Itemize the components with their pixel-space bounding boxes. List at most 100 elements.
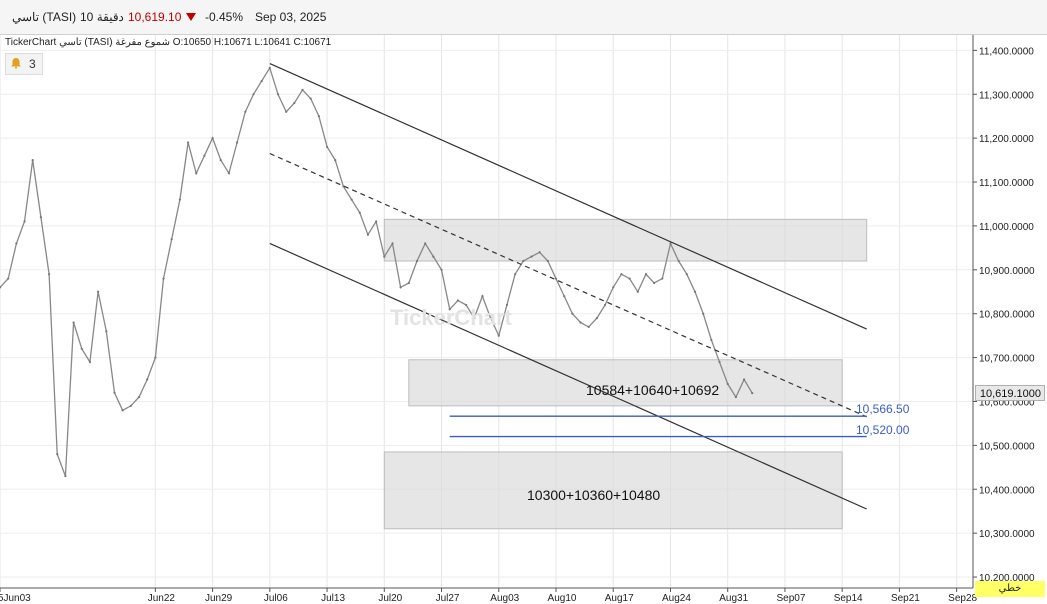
axes: 2025Jun03 Jun22 Jun29 Jul06 Jul13 Jul20 Jul27 A… xyxy=(0,35,1035,604)
zone-rect xyxy=(383,218,868,262)
zone-label-lower: 10300+10360+10480 xyxy=(527,487,661,503)
hline-label-10520: 10,520.00 xyxy=(856,423,910,437)
x-tick-label: Sep28 xyxy=(948,593,977,604)
chart-area[interactable]: 2025Jun03 Jun22 Jun29 Jul06 Jul13 Jul20 Jul27 A… xyxy=(0,35,1047,604)
price-point xyxy=(366,233,370,236)
price-point xyxy=(186,141,190,144)
y-tick-label: 11,300.0000 xyxy=(979,90,1034,101)
zones xyxy=(383,218,868,530)
price-point xyxy=(64,474,67,478)
price-point xyxy=(244,110,247,113)
last-price: 10,619.10 xyxy=(128,10,182,24)
price-point xyxy=(334,158,337,162)
trendlines[interactable] xyxy=(269,62,867,510)
horizontal-lines[interactable] xyxy=(449,415,867,438)
price-point xyxy=(31,158,34,162)
price-point xyxy=(236,141,239,144)
price-point xyxy=(644,273,648,276)
interval-label[interactable]: 10 دقيقة xyxy=(80,10,124,24)
price-point xyxy=(129,404,132,407)
price-point xyxy=(358,211,361,214)
price-point xyxy=(612,286,615,289)
price-point xyxy=(653,281,656,285)
x-tick-label: Aug03 xyxy=(490,593,519,604)
y-tick-label: 10,700.0000 xyxy=(979,354,1035,365)
price-point xyxy=(47,273,51,276)
price-point xyxy=(718,360,721,364)
price-point xyxy=(375,220,378,223)
price-point xyxy=(301,88,304,91)
price-point xyxy=(751,392,754,395)
price-point xyxy=(636,290,639,293)
y-tick-label: 11,000.0000 xyxy=(979,222,1034,233)
price-point xyxy=(677,259,680,263)
x-tick-label: Sep21 xyxy=(891,593,920,604)
price-point xyxy=(546,259,549,263)
x-tick-label: Jul06 xyxy=(264,593,288,604)
legend-open: O:10650 xyxy=(172,37,212,48)
price-point xyxy=(227,172,231,175)
price-point xyxy=(268,66,271,70)
price-point xyxy=(0,286,2,289)
y-tick-label: 11,200.0000 xyxy=(979,134,1034,145)
alert-count: 3 xyxy=(29,57,36,71)
price-point xyxy=(317,115,320,118)
price-point xyxy=(514,273,517,276)
y-tick-label: 11,100.0000 xyxy=(979,178,1034,189)
x-tick-label: Sep07 xyxy=(776,593,805,604)
price-point xyxy=(497,334,500,337)
price-point xyxy=(620,273,623,276)
price-point xyxy=(587,325,590,328)
price-point xyxy=(7,277,10,280)
price-point xyxy=(211,137,214,140)
price-point xyxy=(505,303,509,307)
symbol-name[interactable]: تاسي (TASI) xyxy=(12,10,77,24)
price-point xyxy=(710,338,713,342)
price-point xyxy=(407,281,410,285)
price-point xyxy=(661,277,664,280)
price-point xyxy=(97,290,100,293)
price-line xyxy=(0,66,753,477)
price-point xyxy=(563,295,566,298)
x-tick-label: Aug31 xyxy=(719,593,748,604)
price-point xyxy=(121,409,124,412)
x-tick-label: Jun29 xyxy=(205,593,233,604)
price-point xyxy=(88,360,92,364)
price-point xyxy=(432,255,435,258)
bell-icon xyxy=(11,58,21,69)
price-point xyxy=(260,79,263,83)
scale-mode-button[interactable]: خطي xyxy=(975,581,1045,597)
channel-upper-line xyxy=(269,62,867,330)
price-point xyxy=(285,110,288,113)
price-point xyxy=(603,303,607,307)
price-point xyxy=(195,172,198,175)
legend-source: TickerChart xyxy=(5,37,57,48)
legend-chart-kind: شموع مفرغة xyxy=(115,37,170,48)
y-tick-label: 10,300.0000 xyxy=(979,529,1035,540)
price-point xyxy=(15,242,18,245)
price-point xyxy=(391,242,394,245)
price-point xyxy=(734,395,737,399)
price-chart[interactable]: 2025Jun03 Jun22 Jun29 Jul06 Jul13 Jul20 Jul27 A… xyxy=(0,35,1047,604)
price-point xyxy=(80,347,83,350)
legend-low: L:10641 xyxy=(254,37,291,48)
price-point xyxy=(595,316,598,320)
x-tick-label: Jul27 xyxy=(436,593,460,604)
quote-date: Sep 03, 2025 xyxy=(255,10,327,24)
zone-label-upper: 10584+10640+10692 xyxy=(586,382,720,398)
price-point xyxy=(693,290,697,293)
price-point xyxy=(105,330,108,333)
x-tick-label: Jul13 xyxy=(321,593,345,604)
price-point xyxy=(170,237,173,241)
channel-lower-line xyxy=(269,242,867,510)
y-tick-label: 10,500.0000 xyxy=(979,441,1035,452)
alerts-button[interactable]: 3 xyxy=(5,53,43,75)
price-point xyxy=(219,158,222,162)
legend-symbol: تاسي (TASI) xyxy=(59,37,113,48)
x-tick-label: Aug10 xyxy=(548,593,577,604)
x-tick-label: Aug24 xyxy=(662,593,691,604)
down-arrow-icon xyxy=(186,13,196,21)
x-tick-label: 2025Jun03 xyxy=(0,593,31,604)
price-point xyxy=(473,316,476,320)
price-point xyxy=(415,259,419,263)
